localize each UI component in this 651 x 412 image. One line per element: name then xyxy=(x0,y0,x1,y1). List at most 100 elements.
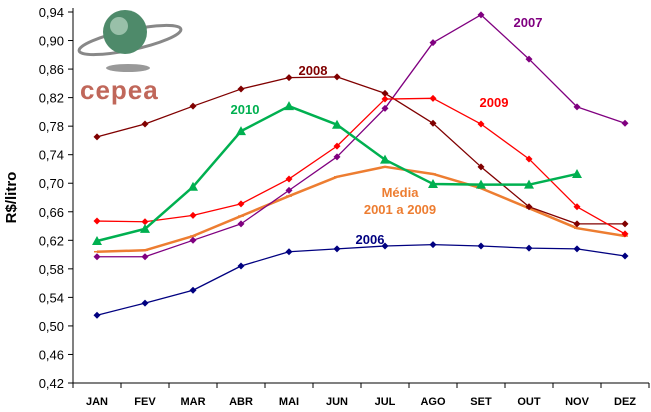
data-point-triangle xyxy=(524,179,534,189)
data-point-diamond xyxy=(141,299,149,307)
data-point-diamond xyxy=(285,186,293,194)
series-line xyxy=(97,14,626,258)
x-tick-label: DEZ xyxy=(614,396,636,407)
data-point-diamond xyxy=(621,252,629,260)
y-axis-label: R$/litro xyxy=(3,172,20,224)
data-point-diamond xyxy=(525,55,533,63)
series-2010 xyxy=(92,101,582,246)
series-2009 xyxy=(93,94,629,238)
y-tick-label: 0,42 xyxy=(39,376,64,391)
series-2008 xyxy=(93,73,629,228)
data-point-diamond xyxy=(333,73,341,81)
data-point-diamond xyxy=(573,245,581,253)
data-point-triangle xyxy=(140,223,150,233)
data-point-triangle xyxy=(92,236,102,246)
data-point-diamond xyxy=(525,203,533,211)
data-point-diamond xyxy=(189,211,197,219)
series-line xyxy=(96,165,626,253)
data-point-diamond xyxy=(285,248,293,256)
data-point-diamond xyxy=(141,253,149,261)
data-point-diamond xyxy=(429,39,437,47)
data-point-diamond xyxy=(285,175,293,183)
data-point-diamond xyxy=(573,220,581,228)
data-point-diamond xyxy=(93,311,101,319)
series-2006 xyxy=(93,241,629,319)
y-tick-label: 0,46 xyxy=(39,347,64,362)
series-line xyxy=(96,76,625,225)
data-point-diamond xyxy=(381,95,389,103)
x-tick-label: FEV xyxy=(134,396,156,407)
series-label: Média xyxy=(382,185,420,200)
series-label: 2007 xyxy=(514,15,543,30)
data-point-diamond xyxy=(285,74,293,82)
data-point-triangle xyxy=(332,119,342,129)
x-tick-label: OUT xyxy=(517,396,541,407)
y-tick-label: 0,70 xyxy=(39,176,64,191)
data-point-diamond xyxy=(237,220,245,228)
y-tick-label: 0,94 xyxy=(39,5,64,20)
y-tick-label: 0,54 xyxy=(39,290,64,305)
data-point-triangle xyxy=(236,126,246,136)
data-point-diamond xyxy=(189,286,197,294)
series-2007 xyxy=(93,11,629,261)
cepea-logo: cepea xyxy=(77,10,183,105)
data-point-triangle xyxy=(572,168,582,178)
y-tick-label: 0,90 xyxy=(39,34,64,49)
data-point-diamond xyxy=(621,220,629,228)
data-point-diamond xyxy=(573,203,581,211)
logo-text: cepea xyxy=(80,75,159,105)
x-tick-label: AGO xyxy=(420,396,446,407)
series-label: 2010 xyxy=(231,102,260,117)
data-point-diamond xyxy=(93,217,101,225)
data-point-diamond xyxy=(573,103,581,111)
data-point-diamond xyxy=(429,241,437,249)
data-point-diamond xyxy=(333,245,341,253)
axes: 0,42 0,46 0,50 0,54 0,58 0,62 0,66 0,70 0,74 0,78… xyxy=(3,5,650,408)
y-tick-label: 0,78 xyxy=(39,119,64,134)
data-point-diamond xyxy=(333,142,341,150)
data-point-diamond xyxy=(429,94,437,102)
data-point-diamond xyxy=(189,236,197,244)
y-tick-label: 0,66 xyxy=(39,205,64,220)
data-point-diamond xyxy=(237,200,245,208)
data-point-diamond xyxy=(93,253,101,261)
x-tick-label: JAN xyxy=(86,396,108,407)
data-point-diamond xyxy=(189,102,197,110)
x-tick-label: SET xyxy=(470,396,492,407)
data-point-diamond xyxy=(141,218,149,226)
y-tick-label: 0,86 xyxy=(39,62,64,77)
x-tick-label: JUL xyxy=(375,396,396,407)
series-label: 2006 xyxy=(356,232,385,247)
y-tick-label: 0,50 xyxy=(39,319,64,334)
data-point-diamond xyxy=(333,153,341,161)
data-point-diamond xyxy=(477,163,485,171)
data-point-diamond xyxy=(477,242,485,250)
x-tick-label: MAI xyxy=(279,396,299,407)
y-tick-label: 0,58 xyxy=(39,262,64,277)
data-point-diamond xyxy=(621,230,629,238)
data-point-triangle xyxy=(476,179,486,189)
series-label: 2009 xyxy=(480,95,509,110)
data-point-diamond xyxy=(621,119,629,127)
data-point-diamond xyxy=(141,120,149,128)
x-tick-label: NOV xyxy=(565,396,590,407)
series-label-line2: 2001 a 2009 xyxy=(364,202,436,217)
y-tick-label: 0,74 xyxy=(39,148,64,163)
data-point-diamond xyxy=(237,85,245,93)
series-group xyxy=(92,11,629,319)
data-point-diamond xyxy=(525,155,533,163)
data-point-triangle xyxy=(380,154,390,164)
data-point-diamond xyxy=(381,242,389,250)
series-labels: 2006 2007 2008 2009 2010 Média 2001 a 2009 xyxy=(231,15,543,247)
data-point-diamond xyxy=(429,119,437,127)
data-point-diamond xyxy=(477,120,485,128)
series-label: 2008 xyxy=(299,63,328,78)
data-point-diamond xyxy=(93,133,101,141)
x-tick-label: ABR xyxy=(229,396,253,407)
series-line xyxy=(96,243,626,316)
data-point-triangle xyxy=(188,181,198,191)
data-point-diamond xyxy=(477,11,485,19)
data-point-triangle xyxy=(428,178,438,188)
data-point-diamond xyxy=(525,244,533,252)
